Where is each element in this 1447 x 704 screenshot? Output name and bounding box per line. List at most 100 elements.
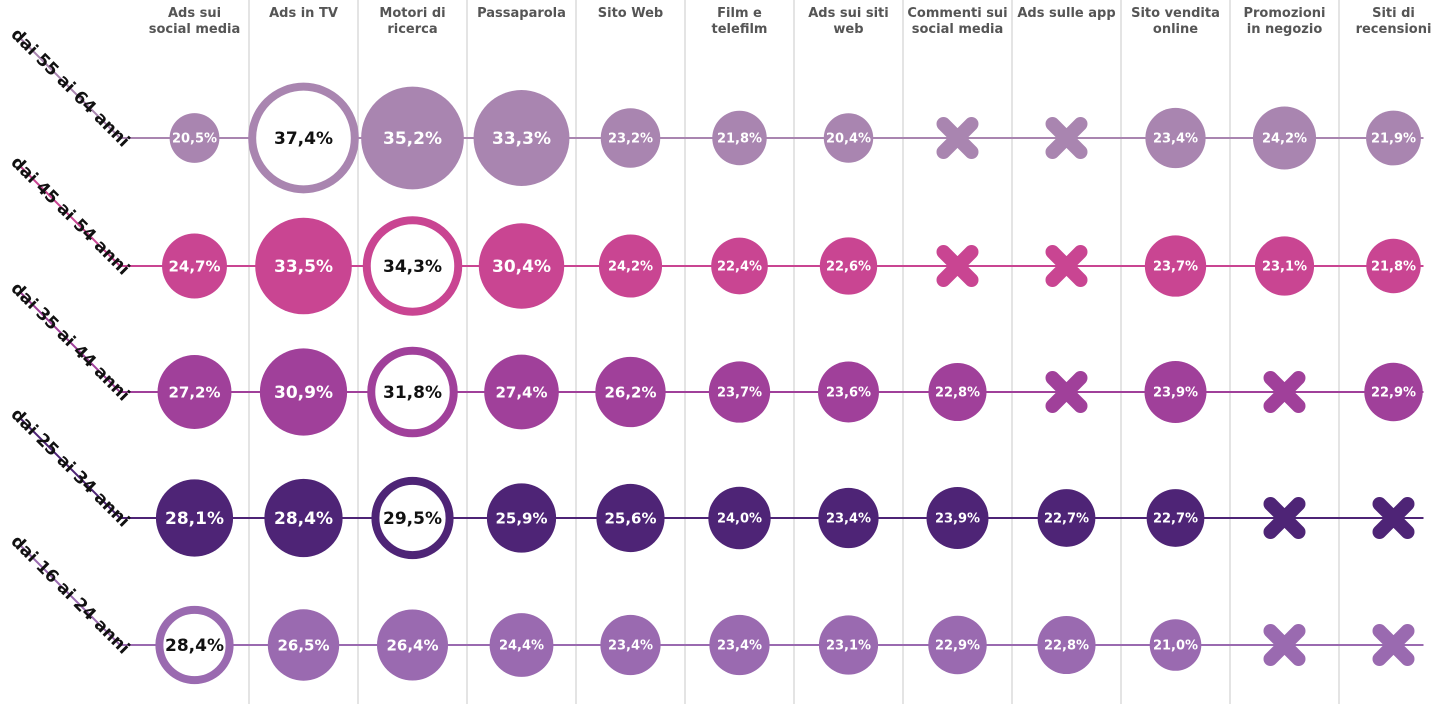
bubble <box>267 609 340 681</box>
value-label: 22,4% <box>717 260 762 275</box>
bubble <box>489 613 554 677</box>
bubble <box>376 609 449 681</box>
column-header: Commenti sui social media <box>907 6 1008 37</box>
value-label: 27,2% <box>168 384 220 402</box>
row-label: dai 35 ai 44 anni <box>7 279 134 406</box>
value-label: 25,6% <box>604 510 656 528</box>
value-label: 22,7% <box>1153 512 1198 527</box>
no-data-mark <box>1372 497 1415 539</box>
value-label: 35,2% <box>383 129 442 149</box>
value-label: 34,3% <box>383 257 442 277</box>
bubble <box>259 348 348 436</box>
value-label: 23,6% <box>826 386 871 401</box>
value-label: 23,1% <box>826 639 871 654</box>
bubble <box>709 614 770 676</box>
no-data-mark <box>936 245 979 287</box>
value-label: 23,7% <box>1153 260 1198 275</box>
row-line <box>19 417 1424 519</box>
bubble <box>823 113 874 163</box>
bubble <box>1037 489 1096 547</box>
bubble <box>473 90 570 186</box>
value-label: 26,4% <box>386 637 438 655</box>
value-label: 26,5% <box>277 637 329 655</box>
bubble <box>928 362 987 422</box>
no-data-mark <box>936 117 979 159</box>
bubble <box>1037 615 1096 675</box>
bubble <box>478 223 565 309</box>
column-header: Film e telefilm <box>711 6 768 37</box>
bubble <box>1146 489 1205 547</box>
value-label: 23,4% <box>1153 132 1198 147</box>
value-label: 23,4% <box>717 639 762 654</box>
value-label: 24,2% <box>608 260 653 275</box>
bubble <box>926 486 989 550</box>
bubble <box>1364 362 1423 422</box>
column-header: Ads sulle app <box>1017 6 1116 21</box>
value-label: 25,9% <box>495 510 547 528</box>
value-label: 29,5% <box>383 509 442 529</box>
value-label: 22,9% <box>1371 386 1416 401</box>
bubble <box>598 234 663 298</box>
bubble-highlight <box>248 82 359 194</box>
value-label: 23,4% <box>826 512 871 527</box>
bubble <box>1144 360 1207 424</box>
value-label: 24,0% <box>717 512 762 527</box>
bubble <box>819 237 878 295</box>
value-label: 26,2% <box>604 384 656 402</box>
bubble <box>1252 106 1317 170</box>
value-label: 22,7% <box>1044 512 1089 527</box>
value-label: 28,1% <box>165 509 224 529</box>
bubble <box>712 110 767 166</box>
bubble <box>711 237 768 295</box>
row-line <box>19 37 1424 139</box>
bubble <box>708 486 771 550</box>
bubble <box>264 478 343 558</box>
column-header: Sito Web <box>597 6 664 21</box>
value-label: 23,7% <box>717 386 762 401</box>
value-label: 22,9% <box>935 639 980 654</box>
bubble <box>818 615 879 675</box>
value-label: 23,9% <box>935 512 980 527</box>
value-label: 22,6% <box>826 260 871 275</box>
bubble <box>600 614 661 676</box>
no-data-mark <box>1263 624 1306 666</box>
no-data-mark <box>1263 371 1306 413</box>
bubble <box>486 483 557 553</box>
row-label: dai 16 ai 24 anni <box>7 532 134 659</box>
bubble <box>157 355 232 429</box>
bubble <box>928 615 987 675</box>
value-label: 21,8% <box>717 132 762 147</box>
value-label: 23,1% <box>1262 260 1307 275</box>
value-label: 28,4% <box>274 509 333 529</box>
bubble-highlight <box>362 216 463 316</box>
bubble-highlight <box>367 346 458 438</box>
column-header: Siti di recensioni <box>1355 6 1432 37</box>
bubble <box>484 354 559 430</box>
column-header: Motori di ricerca <box>379 6 446 37</box>
no-data-mark <box>1372 624 1415 666</box>
bubble <box>255 217 352 315</box>
bubble <box>818 487 879 549</box>
value-label: 22,8% <box>935 386 980 401</box>
bubble <box>595 356 666 428</box>
value-label: 37,4% <box>274 129 333 149</box>
row-line <box>19 291 1424 393</box>
row-line <box>19 165 1424 267</box>
bubble <box>155 479 234 557</box>
bubble <box>1254 236 1315 296</box>
column-header: Sito vendita online <box>1131 6 1220 37</box>
bubble <box>708 361 771 423</box>
row-label: dai 55 ai 64 anni <box>7 25 134 152</box>
value-label: 20,4% <box>826 132 871 147</box>
row-line <box>19 544 1424 646</box>
no-data-mark <box>1045 117 1088 159</box>
value-label: 33,5% <box>274 257 333 277</box>
bubble <box>162 233 227 299</box>
value-label: 33,3% <box>492 129 551 149</box>
bubble <box>1366 110 1421 166</box>
value-label: 24,7% <box>168 258 220 276</box>
value-label: 23,2% <box>608 132 653 147</box>
value-label: 21,9% <box>1371 132 1416 147</box>
no-data-mark <box>1263 497 1306 539</box>
